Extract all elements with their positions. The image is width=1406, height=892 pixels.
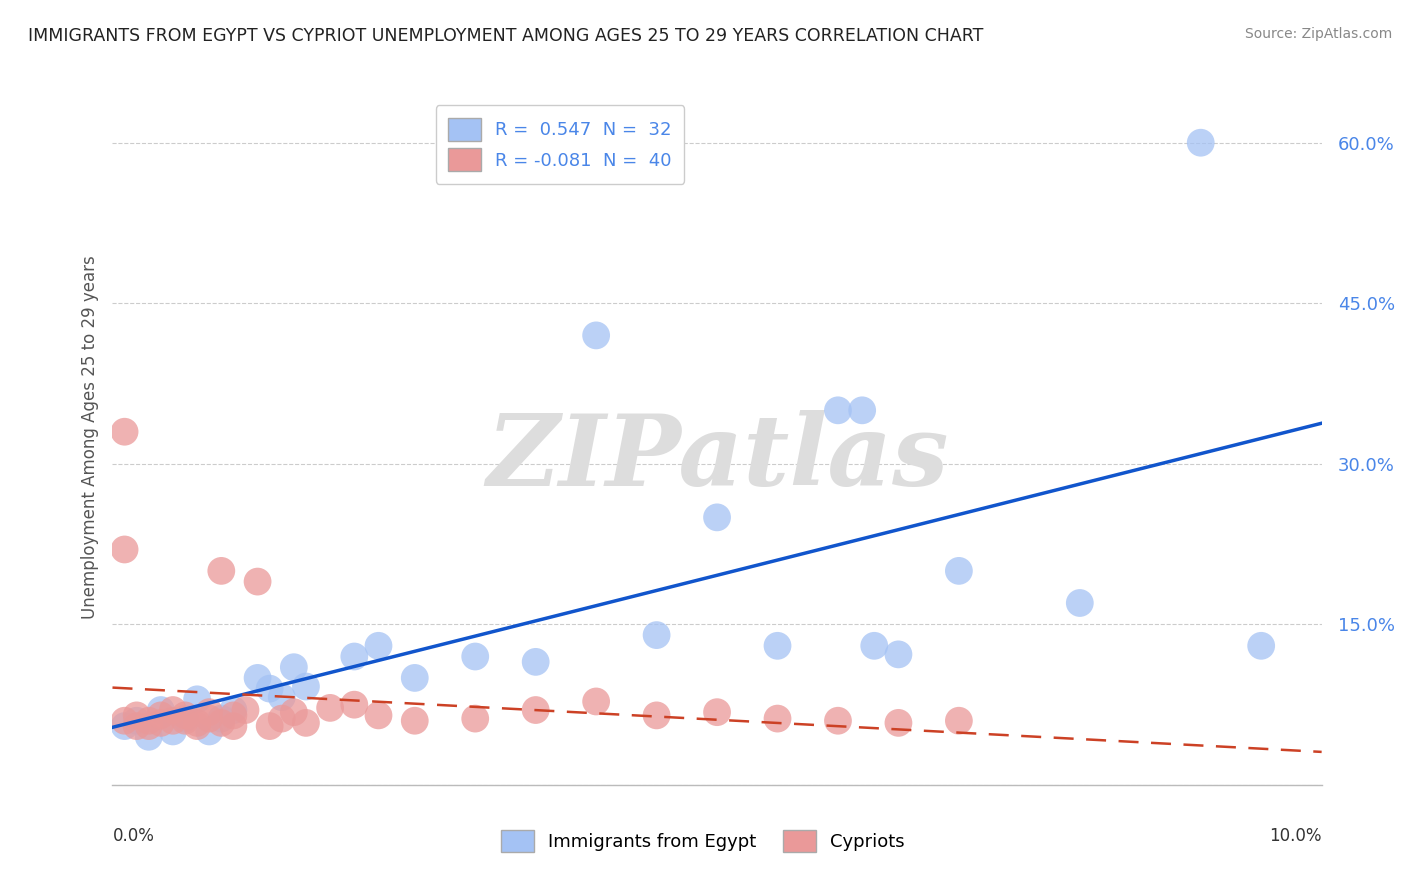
Point <box>585 694 607 708</box>
Point <box>464 712 486 726</box>
Point <box>209 564 232 578</box>
Point <box>270 690 292 705</box>
Point <box>948 564 970 578</box>
Point <box>283 660 305 674</box>
Point <box>149 715 172 730</box>
Point <box>235 703 257 717</box>
Point <box>706 510 728 524</box>
Point <box>222 708 245 723</box>
Point <box>524 655 547 669</box>
Point <box>270 712 292 726</box>
Point <box>851 403 873 417</box>
Point <box>343 698 366 712</box>
Point <box>209 715 232 730</box>
Point <box>1069 596 1091 610</box>
Point <box>198 724 221 739</box>
Point <box>1189 136 1212 150</box>
Point <box>149 703 172 717</box>
Point <box>766 639 789 653</box>
Point <box>585 328 607 343</box>
Point <box>887 715 910 730</box>
Text: ZIPatlas: ZIPatlas <box>486 409 948 506</box>
Text: 0.0%: 0.0% <box>112 827 155 845</box>
Point <box>367 639 389 653</box>
Point <box>827 714 849 728</box>
Point <box>174 708 197 723</box>
Point <box>198 712 221 726</box>
Point <box>198 705 221 719</box>
Point <box>125 708 148 723</box>
Point <box>222 703 245 717</box>
Point <box>343 649 366 664</box>
Point <box>259 719 281 733</box>
Point <box>125 719 148 733</box>
Text: Source: ZipAtlas.com: Source: ZipAtlas.com <box>1244 27 1392 41</box>
Point <box>174 714 197 728</box>
Legend: R =  0.547  N =  32, R = -0.081  N =  40: R = 0.547 N = 32, R = -0.081 N = 40 <box>436 105 685 184</box>
Point <box>246 671 269 685</box>
Point <box>186 692 208 706</box>
Point <box>295 680 318 694</box>
Point <box>138 730 160 744</box>
Text: 10.0%: 10.0% <box>1270 827 1322 845</box>
Legend: Immigrants from Egypt, Cypriots: Immigrants from Egypt, Cypriots <box>492 821 914 861</box>
Point <box>222 719 245 733</box>
Point <box>162 724 184 739</box>
Point <box>706 705 728 719</box>
Point <box>114 425 136 439</box>
Point <box>162 703 184 717</box>
Point <box>174 712 197 726</box>
Point <box>114 714 136 728</box>
Point <box>186 715 208 730</box>
Y-axis label: Unemployment Among Ages 25 to 29 years: Unemployment Among Ages 25 to 29 years <box>80 255 98 619</box>
Point <box>162 714 184 728</box>
Point <box>1250 639 1272 653</box>
Point <box>404 714 426 728</box>
Text: IMMIGRANTS FROM EGYPT VS CYPRIOT UNEMPLOYMENT AMONG AGES 25 TO 29 YEARS CORRELAT: IMMIGRANTS FROM EGYPT VS CYPRIOT UNEMPLO… <box>28 27 983 45</box>
Point <box>404 671 426 685</box>
Point <box>246 574 269 589</box>
Point <box>948 714 970 728</box>
Point <box>283 705 305 719</box>
Point <box>367 708 389 723</box>
Point <box>259 681 281 696</box>
Point <box>125 714 148 728</box>
Point <box>887 648 910 662</box>
Point <box>114 542 136 557</box>
Point <box>827 403 849 417</box>
Point <box>464 649 486 664</box>
Point <box>766 712 789 726</box>
Point <box>138 714 160 728</box>
Point <box>319 701 342 715</box>
Point <box>186 719 208 733</box>
Point <box>295 715 318 730</box>
Point <box>209 712 232 726</box>
Point <box>149 708 172 723</box>
Point <box>645 708 668 723</box>
Point <box>645 628 668 642</box>
Point <box>114 719 136 733</box>
Point <box>863 639 886 653</box>
Point <box>524 703 547 717</box>
Point <box>138 719 160 733</box>
